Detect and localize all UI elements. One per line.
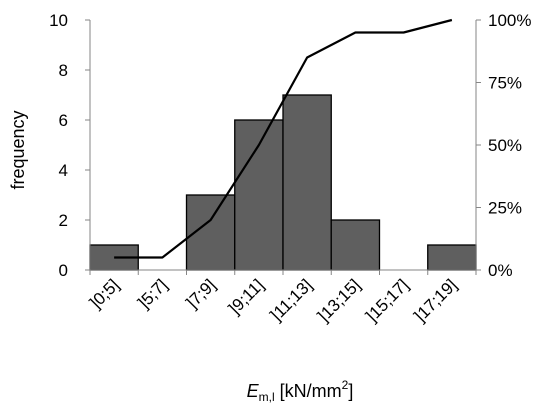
left-axis-tick-label: 2: [59, 211, 68, 230]
right-axis-tick-label: 100%: [488, 11, 531, 30]
histogram-bar: [330, 219, 381, 271]
axes-group: [85, 19, 481, 275]
left-axis-tick-label: 8: [59, 61, 68, 80]
histogram-bar: [427, 244, 477, 271]
right-axis-tick-label: 25%: [488, 199, 522, 218]
cumulative-percentage-line: [114, 18, 453, 259]
x-axis-tick-labels: ]0;5] ]5;7] ]7;9]]9;11]]11;13]]13;15]]15;1…: [86, 275, 461, 325]
x-axis-tick-label: ]0;5]: [86, 275, 123, 312]
x-axis-tick-label: ]13;15]: [314, 275, 364, 325]
x-axis-tick-label: ]11;13]: [267, 275, 316, 324]
right-axis-tick-label: 0%: [488, 261, 513, 280]
x-axis-tick-label: ]9;11]: [225, 275, 268, 318]
right-axis-tick-labels: 0% 25% 50% 75% 100%: [488, 11, 531, 280]
x-axis-title-superscript: 2: [342, 378, 349, 392]
left-axis-tick-label: 4: [59, 161, 68, 180]
right-axis-tick-label: 75%: [488, 74, 522, 93]
x-axis-tick-label: ]17;19]: [410, 275, 460, 325]
left-axis-tick-label: 0: [59, 261, 68, 280]
y-axis-title: frequency: [8, 110, 28, 189]
x-axis-tick-label: ]15;17]: [362, 275, 412, 325]
left-axis-tick-label: 10: [49, 11, 68, 30]
x-axis-title-symbol: E: [247, 381, 260, 401]
left-axis-tick-labels: 0 2 4 6 8 10: [49, 11, 68, 280]
x-axis-tick-label: ]7;9]: [183, 275, 220, 312]
x-axis-tick-label: ]5;7]: [134, 275, 171, 312]
x-axis-title-closing: ]: [348, 381, 353, 401]
bars-group: [89, 94, 477, 271]
left-axis-tick-label: 6: [59, 111, 68, 130]
histogram-bar: [234, 119, 284, 271]
x-axis-title-unit: [kN/mm: [275, 381, 342, 401]
cumulative-line-group: [114, 18, 453, 259]
right-axis-tick-label: 50%: [488, 136, 522, 155]
x-axis-title-subscript: m,l: [259, 390, 275, 404]
histogram-bar: [282, 94, 332, 271]
x-axis-title: Em,l [kN/mm2]: [247, 378, 354, 404]
